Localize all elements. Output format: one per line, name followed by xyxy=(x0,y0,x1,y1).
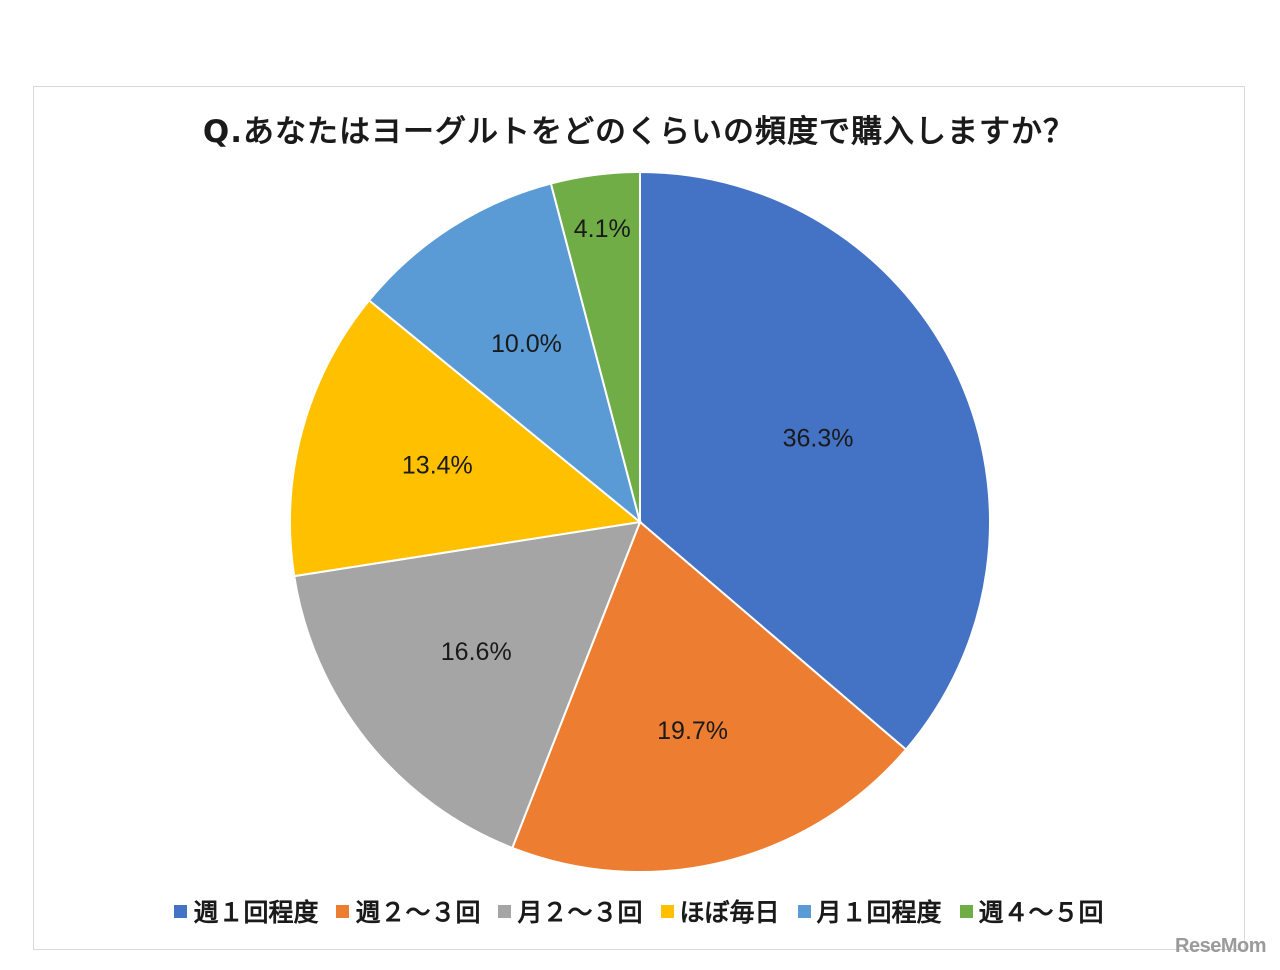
chart-legend: 週１回程度 週２～３回 月２～３回 ほぼ毎日 月１回程度 週４～５回 xyxy=(33,893,1245,929)
legend-label: 週４～５回 xyxy=(978,898,1104,927)
legend-item-5: 月１回程度 xyxy=(797,893,942,929)
legend-label: 月２～３回 xyxy=(517,898,643,927)
chart-title: Q.あなたはヨーグルトをどのくらいの頻度で購入しますか？ xyxy=(202,114,1076,150)
watermark-logo: ReseMom xyxy=(1175,935,1266,957)
legend-item-2: 週２～３回 xyxy=(336,893,480,929)
legend-label: ほぼ毎日 xyxy=(679,898,780,927)
legend-item-6: 週４～５回 xyxy=(959,893,1104,929)
legend-item-3: 月２～３回 xyxy=(498,893,643,929)
pie-slice-3 xyxy=(293,520,642,850)
pie-data-label-5: 10.0% xyxy=(491,330,562,358)
legend-swatch xyxy=(797,904,811,918)
legend-label: 週２～３回 xyxy=(355,898,481,927)
legend-swatch xyxy=(498,904,512,918)
pie-slice-6 xyxy=(549,170,641,523)
pie-data-label-3: 16.6% xyxy=(441,638,512,666)
legend-swatch xyxy=(660,904,674,918)
legend-swatch xyxy=(959,904,973,918)
legend-label: 月１回程度 xyxy=(816,898,942,927)
pie-data-label-6: 4.1% xyxy=(574,215,631,243)
pie-slice-4 xyxy=(289,298,643,578)
legend-item-4: ほぼ毎日 xyxy=(660,893,780,929)
legend-swatch xyxy=(336,904,350,918)
legend-item-1: 週１回程度 xyxy=(174,893,318,929)
pie-data-label-4: 13.4% xyxy=(402,452,473,480)
pie-slice-1 xyxy=(639,170,991,751)
pie-slice-2 xyxy=(511,520,908,873)
legend-swatch xyxy=(174,904,188,918)
legend-label: 週１回程度 xyxy=(193,898,319,927)
pie-data-label-2: 19.7% xyxy=(657,717,728,745)
pie-data-label-1: 36.3% xyxy=(783,425,854,453)
